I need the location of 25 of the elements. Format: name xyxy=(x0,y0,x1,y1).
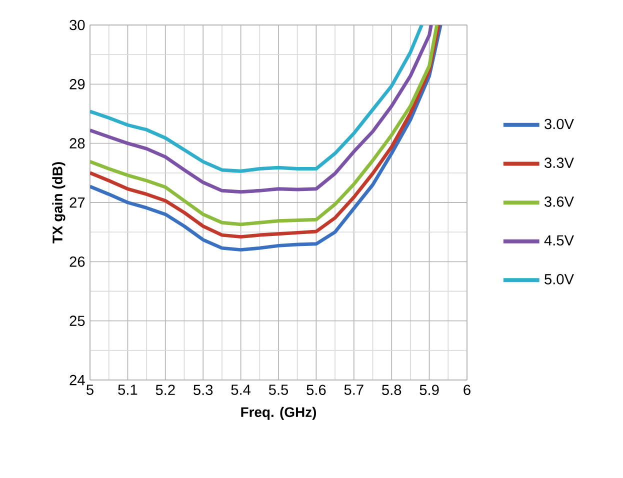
x-tick-label: 5.1 xyxy=(118,384,138,395)
x-tick-label: 5.8 xyxy=(382,384,402,396)
legend-label: 3.0V xyxy=(544,118,574,130)
legend-label: 3.6V xyxy=(544,196,574,207)
x-axis-title: Freq. (GHz) xyxy=(241,406,316,420)
y-tick-label: 28 xyxy=(70,138,85,149)
legend-label: 4.5V xyxy=(544,235,574,246)
legend-label: 3.3V xyxy=(544,158,574,168)
x-tick-label: 5.6 xyxy=(306,384,326,396)
x-tick-label: 5.7 xyxy=(344,384,364,395)
x-tick-label: 5 xyxy=(86,384,94,395)
x-tick-label: 5.4 xyxy=(231,384,251,395)
x-tick-label: 5.3 xyxy=(194,384,213,396)
y-tick-label: 25 xyxy=(70,316,85,326)
y-tick-label: 27 xyxy=(70,197,85,208)
x-tick-label: 5.9 xyxy=(420,384,439,396)
y-tick-label: 30 xyxy=(70,20,85,30)
y-tick-label: 29 xyxy=(70,79,85,90)
x-tick-label: 5.5 xyxy=(268,384,288,395)
y-tick-label: 24 xyxy=(70,374,85,386)
y-axis-title: TX gain (dB) xyxy=(52,162,66,244)
legend-label: 5.0V xyxy=(544,274,574,284)
y-tick-label: 26 xyxy=(70,256,85,267)
x-tick-label: 5.2 xyxy=(156,384,175,396)
x-tick-label: 6 xyxy=(464,384,470,396)
